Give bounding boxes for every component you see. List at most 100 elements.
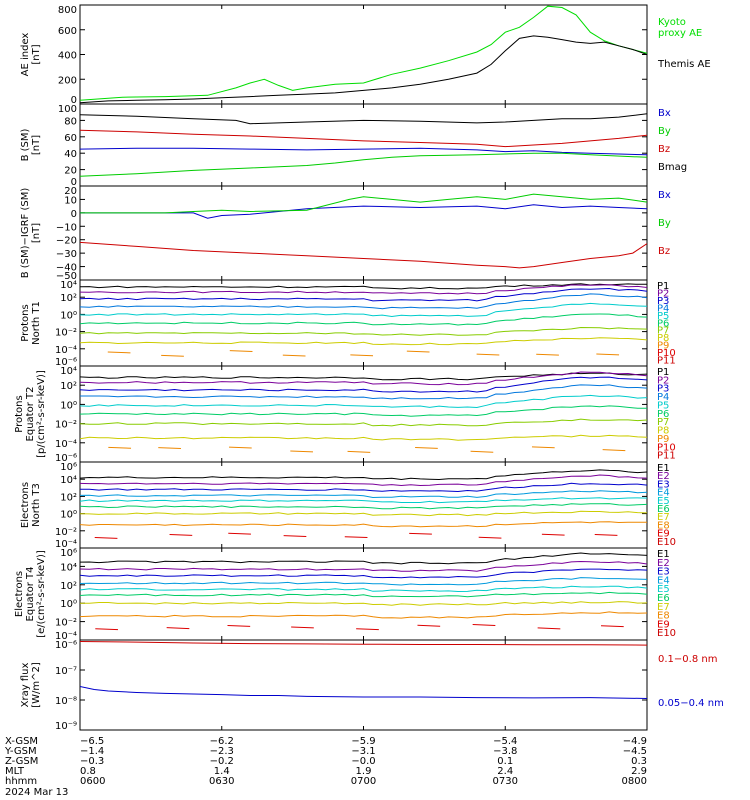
- channel-fragment: [291, 626, 314, 629]
- legend-entry: E7: [657, 512, 670, 523]
- y-tick-label: 10⁶: [60, 548, 77, 559]
- y-tick-label: 10⁰: [60, 310, 77, 321]
- y-tick-label: 10⁻⁷: [55, 666, 77, 677]
- legend-entry: P5: [657, 311, 669, 322]
- legend-entry: P8: [657, 426, 669, 437]
- channel-fragment: [108, 446, 132, 449]
- ephemeris-value: 0730: [493, 776, 518, 787]
- ephemeris-value: −3.1: [351, 746, 375, 757]
- series-group: [80, 193, 647, 269]
- legend-entry: E3: [657, 567, 670, 578]
- ephemeris-value: −0.0: [351, 756, 375, 767]
- series-line-0: [80, 5, 647, 101]
- ephemeris-row-label: hhmm: [5, 776, 37, 787]
- legend-entry: proxy AE: [658, 28, 702, 39]
- y-tick-label: 10²: [60, 581, 77, 592]
- ephemeris-value: −3.8: [493, 746, 517, 757]
- channel-line-0: [80, 372, 647, 381]
- legend-entry: P3: [657, 384, 669, 395]
- channel-line-3: [80, 577, 647, 586]
- channel-fragment: [470, 450, 494, 453]
- legend-entry: By: [658, 126, 671, 137]
- y-tick-label: 10⁻²: [55, 420, 77, 431]
- ephemeris-value: 1.4: [214, 766, 230, 777]
- legend-entry: P2: [657, 288, 669, 299]
- series-line-0: [80, 147, 647, 156]
- channel-line-4: [80, 394, 647, 409]
- legend-entry: E10: [657, 537, 676, 548]
- channel-line-4: [80, 497, 647, 504]
- legend-entry: P6: [657, 318, 669, 329]
- y-tick-label: 10⁴: [60, 366, 77, 377]
- y-tick-label: −10: [56, 222, 77, 233]
- ephemeris-row-label: Y-GSM: [4, 746, 37, 757]
- channel-line-6: [80, 601, 647, 606]
- series-group: [80, 283, 647, 357]
- ephemeris-value: −4.9: [623, 736, 647, 747]
- series-line-0: [80, 204, 647, 219]
- channel-line-6: [80, 326, 647, 336]
- legend-entry: Bz: [658, 246, 670, 257]
- legend-entry: P3: [657, 296, 669, 307]
- channel-line-1: [80, 371, 647, 386]
- ephemeris-value: 0.3: [631, 756, 647, 767]
- y-tick-label: −30: [56, 249, 77, 260]
- panel-frame: [79, 4, 648, 105]
- channel-fragment: [283, 535, 307, 538]
- legend-entry: P1: [657, 281, 669, 292]
- legend-entry: E6: [657, 504, 670, 515]
- series-line-1: [80, 686, 647, 699]
- channel-line-5: [80, 591, 647, 598]
- series-line-3: [80, 113, 647, 125]
- legend-entry: E1: [657, 549, 670, 560]
- y-tick-label: 0: [71, 209, 77, 220]
- channel-fragment: [409, 532, 432, 535]
- legend-entry: E10: [657, 628, 676, 639]
- channel-line-2: [80, 287, 647, 302]
- channel-fragment: [166, 627, 190, 630]
- ephemeris-row-label: Z-GSM: [5, 756, 38, 767]
- legend-entry: P10: [657, 442, 676, 453]
- channel-fragment: [347, 450, 371, 453]
- channel-line-0: [80, 283, 647, 290]
- y-tick-label: 10⁴: [60, 562, 77, 573]
- legend-entry: Themis AE: [657, 59, 711, 70]
- series-group: [80, 641, 647, 699]
- y-axis-label: [nT]: [31, 135, 42, 155]
- channel-fragment: [536, 353, 559, 356]
- channel-line-7: [80, 337, 647, 346]
- y-tick-label: 10⁻⁴: [55, 345, 77, 356]
- y-axis-label: Electrons: [20, 482, 31, 528]
- ephemeris-value: 2.9: [631, 766, 647, 777]
- legend-entry: E8: [657, 611, 670, 622]
- panel-electrons_t4: 10⁻⁴ 10⁻² 10⁰ 10² 10⁴ 10⁶ Electrons Equator T4[…: [14, 547, 676, 642]
- channel-fragment: [229, 446, 252, 449]
- channel-fragment: [95, 628, 118, 631]
- channel-fragment: [541, 533, 565, 536]
- y-tick-label: 600: [58, 26, 77, 37]
- panel-protons_t2: 10⁻⁶ 10⁻⁴ 10⁻² 10⁰ 10² 10⁴ Protons Equator T2 [p…: [14, 365, 676, 464]
- channel-fragment: [94, 536, 118, 539]
- channel-line-7: [80, 434, 647, 441]
- channel-line-7: [80, 521, 647, 528]
- legend-entry: P8: [657, 333, 669, 344]
- series-group: [80, 113, 647, 177]
- legend-entry: P11: [657, 451, 676, 462]
- legend-entry: E5: [657, 584, 670, 595]
- legend-entry: P6: [657, 409, 669, 420]
- ephemeris-value: 0630: [209, 776, 234, 787]
- channel-fragment: [158, 447, 181, 450]
- channel-fragment: [282, 354, 306, 357]
- legend-entry: E9: [657, 619, 670, 630]
- channel-fragment: [228, 532, 251, 535]
- y-tick-label: 100: [58, 104, 77, 115]
- y-tick-label: 10⁻⁸: [55, 696, 77, 707]
- panel-frame: [79, 639, 648, 731]
- legend-entry: E2: [657, 558, 670, 569]
- channel-line-1: [80, 284, 647, 295]
- channel-fragment: [356, 628, 379, 631]
- legend-entry: E3: [657, 479, 670, 490]
- channel-fragment: [415, 446, 438, 449]
- y-tick-label: 10⁶: [60, 462, 77, 473]
